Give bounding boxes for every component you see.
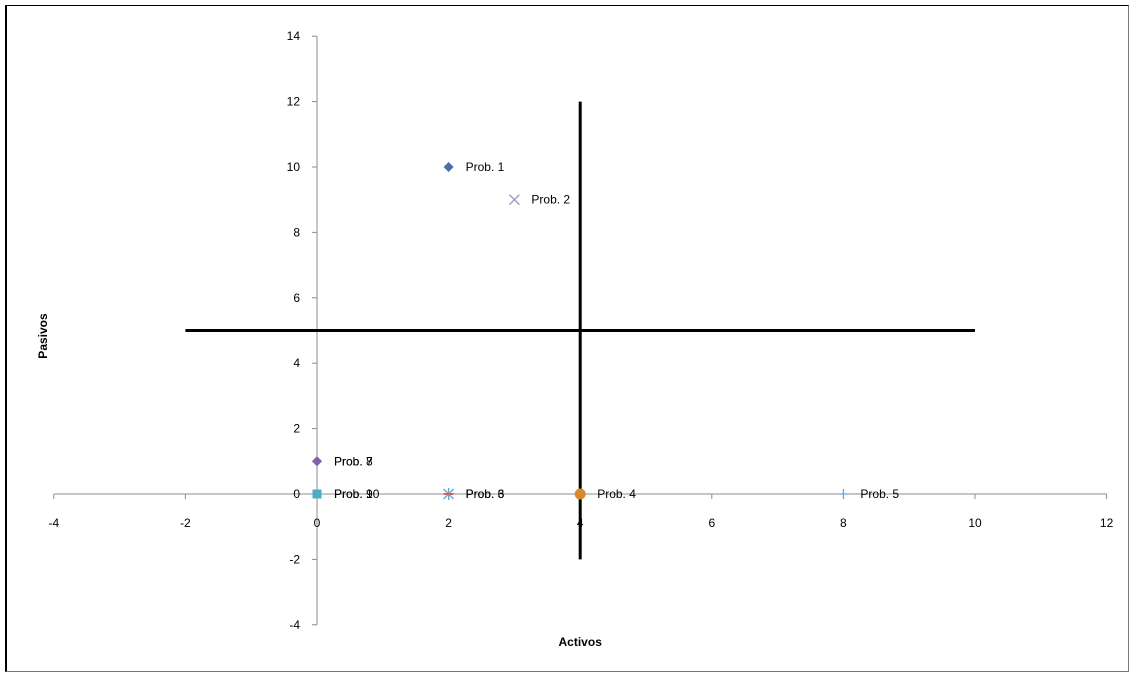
data-point-prob-4-label: Prob. 4 (597, 487, 636, 501)
reference-lines (185, 101, 975, 560)
y-tick-label: 10 (287, 160, 301, 174)
data-point-prob-8-label: Prob. 8 (334, 454, 373, 468)
y-tick-label: 6 (293, 291, 300, 305)
y-tick-label: 4 (293, 356, 300, 370)
y-axis-title: Pasivos (36, 313, 50, 359)
point-labels: Prob. 1 Prob. 2 Prob. 3 Prob. 4 Prob. 5 Prob.… (334, 160, 899, 501)
y-tick-label: -4 (289, 618, 300, 632)
data-point-prob-5 (838, 489, 849, 499)
y-tick-label: 14 (287, 29, 301, 43)
x-tick-label: -2 (180, 516, 191, 530)
data-point-prob-1-label: Prob. 1 (466, 160, 505, 174)
x-tick-label: 12 (1100, 516, 1114, 530)
y-tick-label: 2 (293, 422, 300, 436)
data-point-prob-4 (574, 488, 586, 500)
x-tick-label: -4 (48, 516, 59, 530)
data-point-prob-1 (443, 162, 454, 172)
y-tick-label: -2 (289, 552, 300, 566)
x-tick-label: 0 (314, 516, 321, 530)
data-points (312, 162, 849, 500)
data-point-prob-10-label: Prob. 10 (334, 487, 380, 501)
x-tick-label: 2 (445, 516, 452, 530)
x-axis-title: Activos (559, 635, 603, 649)
y-tick-label: 8 (293, 225, 300, 239)
x-tick-label: 8 (840, 516, 847, 530)
data-point-prob-3-label: Prob. 3 (466, 487, 505, 501)
data-point-prob-5-label: Prob. 5 (860, 487, 899, 501)
data-point-prob-7-label: Prob. 7 (334, 454, 373, 468)
data-point-prob-2 (508, 194, 520, 206)
y-tick-label: 12 (287, 95, 301, 109)
data-point-prob-9-label: Prob. 9 (334, 487, 373, 501)
data-point-prob-2-label: Prob. 2 (531, 193, 570, 207)
data-point-prob-8 (312, 456, 322, 467)
x-tick-label: 10 (968, 516, 982, 530)
data-point-prob-10 (312, 489, 322, 499)
x-tick-label: 6 (708, 516, 715, 530)
data-point-prob-6-label: Prob. 6 (466, 487, 505, 501)
y-tick-label: 0 (293, 487, 300, 501)
